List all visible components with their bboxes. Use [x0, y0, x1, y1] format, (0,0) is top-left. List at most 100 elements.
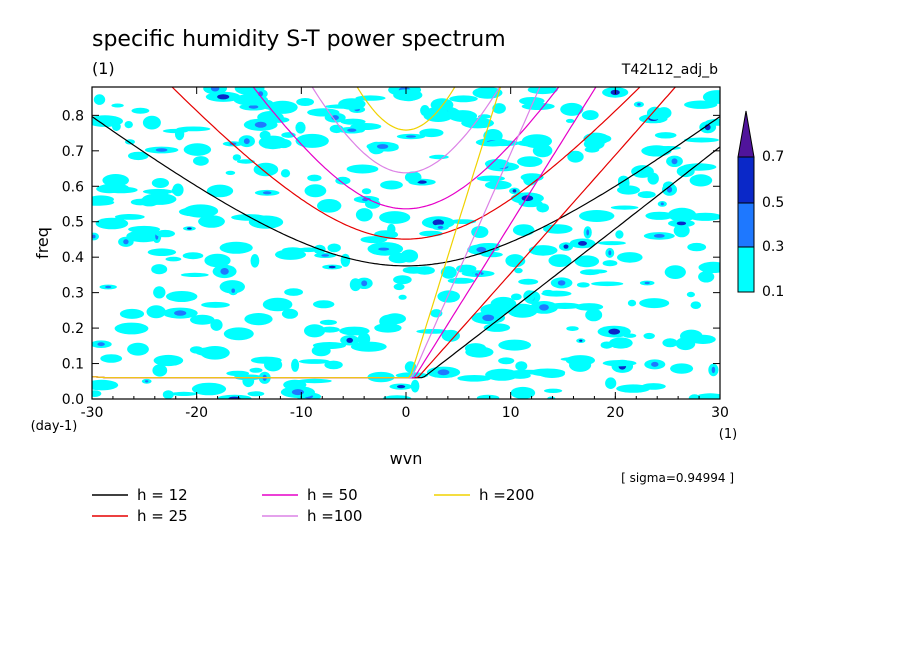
power-patch-high	[512, 189, 517, 193]
power-patch	[684, 137, 719, 143]
curve-legend: h = 12 h = 25 h = 50 h =100 h =200	[92, 486, 534, 525]
power-patch	[565, 118, 575, 123]
power-patch-high	[347, 128, 357, 132]
power-patch	[153, 286, 166, 299]
power-patch	[112, 122, 121, 131]
power-patch	[210, 319, 223, 331]
power-patch	[195, 347, 222, 357]
power-patch	[387, 223, 396, 236]
power-patch	[579, 210, 615, 222]
power-patch	[249, 367, 263, 373]
y-tick-label: 0.3	[62, 286, 84, 302]
power-patch-high	[539, 304, 549, 311]
power-patch	[476, 175, 505, 182]
power-patch	[515, 361, 528, 371]
power-patch	[166, 291, 198, 302]
y-axis: 0.0 0.1 0.2 0.3 0.4 0.5 0.6 0.7 0.8	[62, 108, 720, 408]
power-patch	[311, 345, 331, 357]
power-patch-high	[653, 234, 665, 238]
colorbar-label: 0.7	[762, 149, 784, 165]
power-patch	[667, 207, 697, 222]
power-patch	[346, 164, 379, 174]
power-patch	[618, 177, 630, 189]
power-patch	[297, 378, 332, 384]
power-patch-high	[217, 94, 230, 100]
dispersion-curve-ig	[252, 87, 560, 210]
power-patch-high	[210, 87, 220, 92]
x-unit-label: (1)	[719, 427, 737, 442]
power-patch	[244, 313, 273, 326]
legend-label: h =200	[479, 486, 534, 504]
sigma-note: [ sigma=0.94994 ]	[621, 471, 734, 485]
dispersion-curve-ig	[171, 87, 641, 240]
power-patch	[498, 339, 532, 351]
power-patch-high	[361, 280, 368, 287]
power-patch	[319, 326, 340, 333]
x-tick-label: 0	[402, 405, 411, 421]
power-patch-high	[231, 288, 235, 293]
power-patch	[298, 359, 331, 364]
power-patch	[226, 370, 250, 377]
power-patch	[447, 277, 475, 284]
power-patch	[695, 393, 720, 399]
colorbar-label: 0.3	[762, 239, 784, 255]
power-patch	[350, 341, 387, 352]
power-patch-high	[248, 105, 259, 109]
power-patch	[382, 395, 412, 399]
power-patch	[440, 266, 457, 279]
power-patch	[100, 354, 123, 363]
power-patch	[380, 180, 403, 190]
power-patch	[476, 394, 500, 399]
power-patch	[146, 305, 166, 319]
power-patch	[485, 368, 519, 381]
power-patch-high	[579, 339, 583, 342]
power-patch	[510, 293, 522, 301]
power-patch	[464, 343, 487, 354]
power-patch	[247, 391, 265, 397]
power-patch	[250, 253, 260, 268]
colorbar: 0.7 0.5 0.3 0.1	[737, 110, 784, 300]
power-patch	[128, 225, 161, 233]
power-patch	[250, 356, 282, 364]
power-patch	[114, 322, 149, 335]
power-patch-high	[187, 227, 192, 230]
power-patch-high	[92, 234, 96, 239]
power-patch	[307, 174, 322, 182]
legend-label: h = 25	[137, 507, 188, 525]
power-patch	[472, 87, 503, 99]
power-patch-high	[417, 180, 427, 184]
power-patch-high	[521, 195, 534, 202]
power-patch	[544, 388, 563, 393]
power-patch	[516, 140, 544, 147]
power-patch	[361, 188, 372, 195]
power-patch	[510, 386, 536, 399]
power-patch	[223, 327, 254, 341]
power-patch	[605, 377, 617, 390]
power-patch	[183, 204, 219, 218]
power-patch	[647, 172, 659, 185]
power-patch	[602, 360, 637, 367]
power-patch-high	[105, 285, 112, 289]
power-patch	[689, 174, 713, 187]
power-patch	[393, 89, 423, 101]
power-patch	[617, 252, 643, 263]
power-patch-high	[586, 229, 590, 236]
power-patch	[662, 338, 678, 348]
power-patch	[193, 156, 209, 166]
power-patch	[527, 87, 558, 95]
x-axis-label: wvn	[390, 449, 423, 468]
power-patch	[575, 303, 604, 311]
power-patch	[654, 132, 677, 139]
power-patch	[236, 159, 255, 164]
y-tick-label: 0.6	[62, 179, 84, 195]
power-patch	[262, 297, 293, 312]
power-patch	[492, 103, 506, 114]
power-patch	[296, 98, 314, 106]
power-patch	[198, 215, 225, 228]
y-tick-label: 0.8	[62, 108, 84, 124]
power-patch-high	[328, 265, 336, 269]
power-patch	[576, 282, 590, 288]
power-patch-high	[437, 225, 444, 229]
power-patch-high	[397, 385, 406, 389]
power-patch-high	[346, 337, 354, 343]
